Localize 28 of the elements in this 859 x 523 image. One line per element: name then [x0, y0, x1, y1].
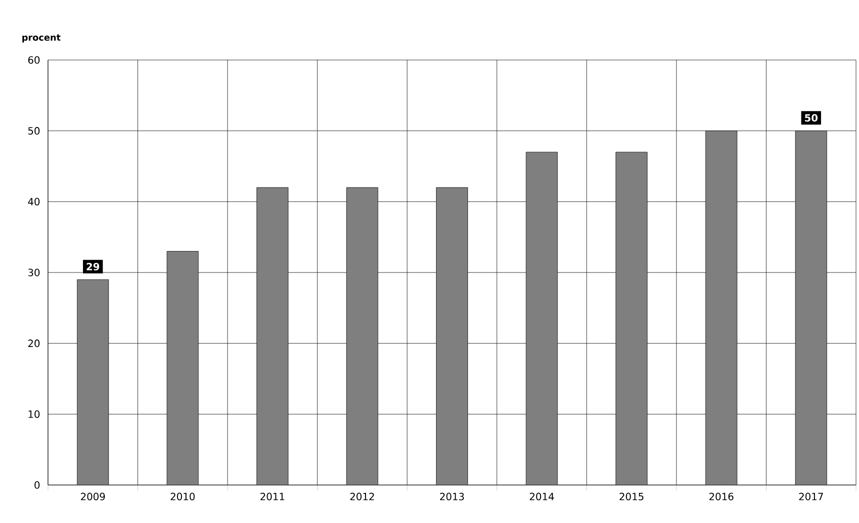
bar: [256, 187, 288, 485]
bar: [76, 279, 109, 485]
y-tick-label: 20: [28, 340, 40, 348]
y-tick-label: 10: [28, 410, 40, 418]
bar: [705, 130, 738, 485]
y-tick-label: 30: [28, 268, 40, 276]
bar: [795, 130, 828, 485]
y-tick-label: 0: [34, 481, 40, 489]
y-tick-label: 50: [28, 127, 40, 135]
x-tick-label: 2013: [440, 492, 464, 500]
bar: [526, 152, 558, 485]
x-tick-label: 2016: [709, 492, 734, 500]
x-tick-label: 2011: [260, 492, 284, 500]
data-label: 50: [804, 114, 818, 122]
x-tick-label: 2014: [530, 492, 554, 500]
bar: [436, 187, 468, 485]
bar: [346, 187, 378, 485]
x-tick-label: 2010: [170, 492, 195, 500]
data-label: 29: [86, 262, 100, 270]
x-tick-label: 2012: [350, 492, 374, 500]
x-tick-label: 2015: [620, 492, 644, 500]
y-tick-label: 60: [28, 56, 40, 64]
y-tick-label: 40: [28, 198, 40, 206]
x-tick-label: 2017: [799, 492, 823, 500]
x-tick-label: 2009: [80, 492, 105, 500]
y-axis-title: procent: [22, 34, 60, 43]
bar: [616, 152, 648, 485]
bar: [166, 251, 199, 485]
